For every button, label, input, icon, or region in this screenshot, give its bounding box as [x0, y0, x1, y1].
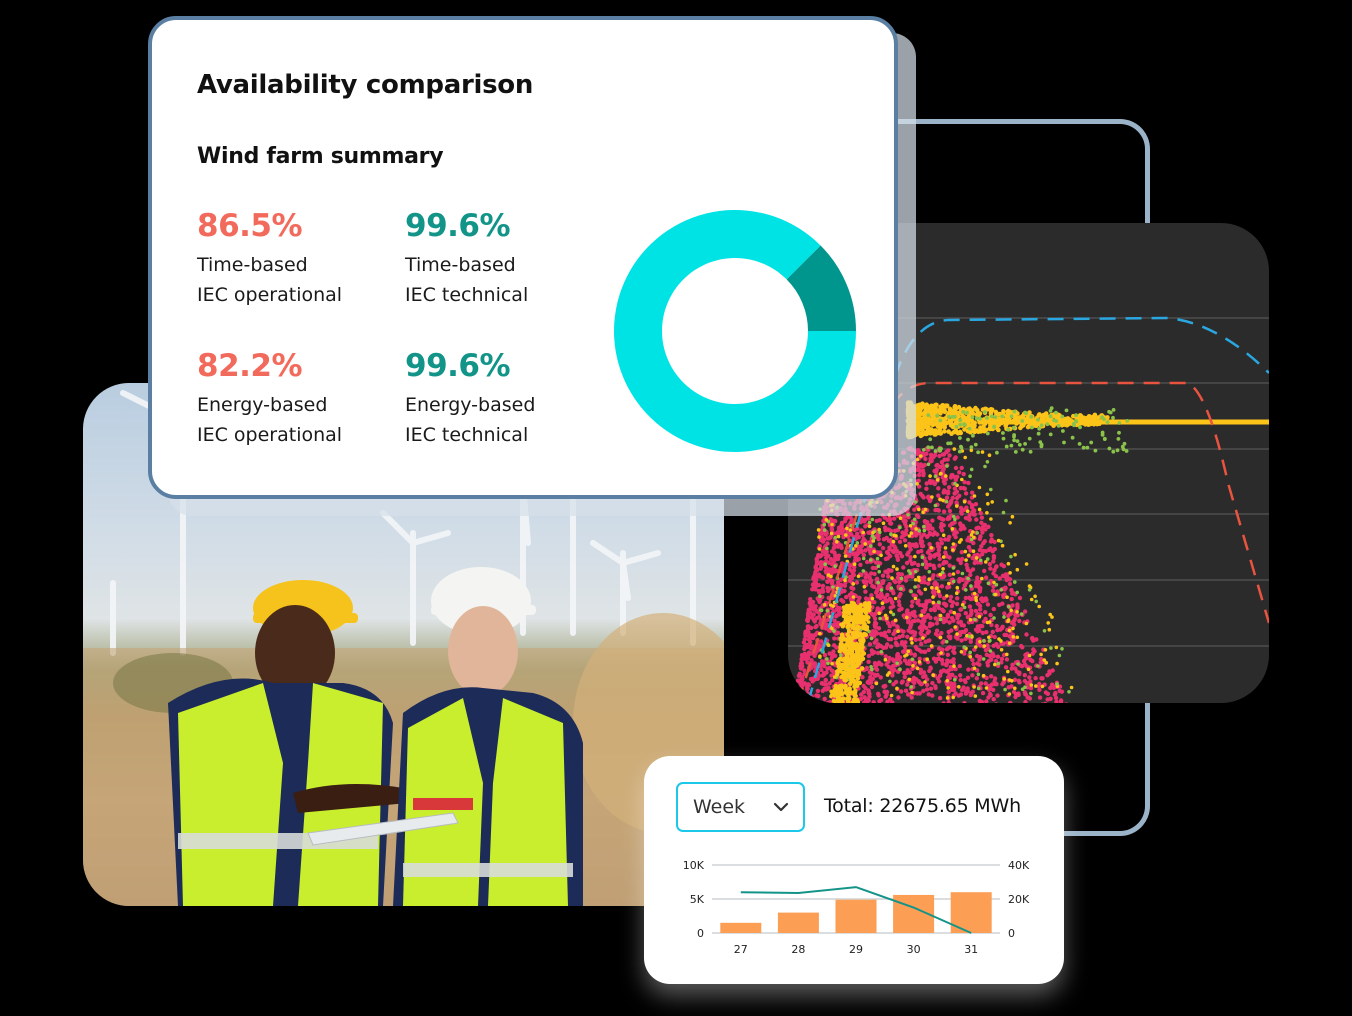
metric-energy-technical: 99.6% Energy-based IEC technical — [405, 348, 605, 450]
availability-card: Availability comparison Wind farm summar… — [148, 16, 898, 499]
metric-time-operational: 86.5% Time-based IEC operational — [197, 208, 397, 310]
metric-label-line1: Time-based — [197, 254, 308, 276]
card-subtitle: Wind farm summary — [197, 144, 444, 169]
metric-label-line2: IEC operational — [197, 424, 343, 446]
metric-value: 86.5% — [197, 208, 303, 244]
donut-slice-unavailable — [786, 245, 856, 331]
right-axis-tick: 40K — [1008, 859, 1030, 872]
chevron-down-icon — [773, 802, 789, 812]
tablet — [307, 812, 459, 846]
metric-label-line2: IEC technical — [405, 424, 529, 446]
metric-value: 99.6% — [405, 348, 511, 384]
worker-left — [168, 580, 408, 906]
left-axis-tick: 5K — [690, 893, 705, 906]
right-axis-tick: 20K — [1008, 893, 1030, 906]
bar-28 — [777, 912, 819, 933]
metric-time-technical: 99.6% Time-based IEC technical — [405, 208, 605, 310]
x-axis-tick: 28 — [791, 943, 805, 956]
left-axis-tick: 10K — [683, 859, 705, 872]
bar-29 — [835, 899, 877, 933]
metric-label-line1: Energy-based — [405, 394, 536, 416]
energy-chart-card: Week Total: 22675.65 MWh 0 0 5K 20K 10K 40K 27… — [644, 756, 1064, 984]
metric-value: 82.2% — [197, 348, 303, 384]
metric-label-line1: Energy-based — [197, 394, 328, 416]
x-axis-tick: 30 — [907, 943, 921, 956]
period-select-value: Week — [693, 796, 746, 818]
trend-line — [740, 886, 972, 934]
metric-label-line2: IEC operational — [197, 284, 343, 306]
metric-value: 99.6% — [405, 208, 511, 244]
metric-label-line2: IEC technical — [405, 284, 529, 306]
x-axis-tick: 29 — [849, 943, 863, 956]
worker-right — [393, 567, 583, 906]
left-axis-tick: 0 — [697, 927, 704, 940]
metric-energy-operational: 82.2% Energy-based IEC operational — [197, 348, 397, 450]
x-axis-tick: 31 — [964, 943, 978, 956]
power-curve-scatter-chart — [788, 316, 1269, 703]
energy-total: Total: 22675.65 MWh — [824, 795, 1021, 817]
photo-illustration — [83, 383, 724, 906]
availability-donut-chart — [614, 209, 856, 452]
card-title: Availability comparison — [197, 70, 534, 100]
metric-label-line1: Time-based — [405, 254, 516, 276]
right-axis-tick: 0 — [1008, 927, 1015, 940]
energy-bar-line-chart: 0 0 5K 20K 10K 40K 27 28 29 30 31 — [683, 859, 1030, 956]
x-axis-tick: 27 — [734, 943, 748, 956]
period-select[interactable]: Week — [676, 782, 805, 832]
bar-27 — [720, 922, 762, 933]
